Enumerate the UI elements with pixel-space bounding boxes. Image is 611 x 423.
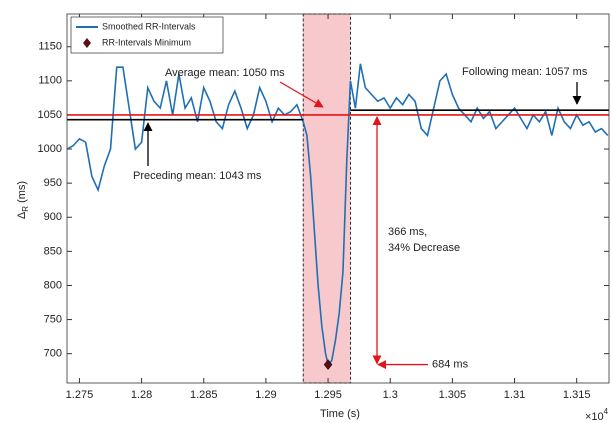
average-label: Average mean: 1050 ms: [165, 67, 285, 79]
y-label-sub: R: [21, 206, 30, 212]
minimum-marker: [323, 359, 333, 370]
y-tick-label: 950: [44, 177, 62, 189]
y-axis-label: ΔR (ms): [16, 181, 30, 219]
x-exponent-power: 4: [604, 407, 609, 416]
y-tick-label: 750: [44, 313, 62, 325]
y-tick-label: 800: [44, 279, 62, 291]
x-tick-label: 1.295: [314, 389, 342, 401]
y-tick-label: 1050: [38, 109, 62, 121]
legend-label: RR-Intervals Minimum: [102, 37, 191, 47]
minimum-label: 684 ms: [432, 358, 469, 370]
y-tick-label: 1150: [38, 41, 62, 53]
x-exponent: ×104: [585, 407, 609, 423]
plot-frame: [66, 13, 610, 384]
y-tick-label: 850: [44, 245, 62, 257]
x-tick-label: 1.28: [131, 389, 152, 401]
y-label-main: Δ: [16, 211, 28, 219]
highlight-region: [302, 13, 351, 384]
x-tick-label: 1.275: [66, 389, 94, 401]
x-tick-label: 1.3: [383, 389, 398, 401]
x-exponent-base: ×10: [585, 411, 604, 423]
x-tick-label: 1.31: [504, 389, 525, 401]
y-tick-label: 900: [44, 211, 62, 223]
decrease-label: 34% Decrease: [388, 242, 460, 254]
y-label-unit: (ms): [16, 181, 28, 203]
y-tick-label: 1000: [38, 143, 62, 155]
legend-marker: [83, 38, 91, 48]
y-tick-label: 1100: [38, 75, 62, 87]
x-tick-label: 1.29: [255, 389, 276, 401]
y-tick-label: 700: [44, 348, 62, 360]
average-arrow: [279, 81, 324, 108]
x-tick-label: 1.285: [190, 389, 218, 401]
following-label: Following mean: 1057 ms: [462, 66, 588, 78]
x-tick-label: 1.315: [563, 389, 591, 401]
preceding-label: Preceding mean: 1043 ms: [133, 170, 262, 182]
x-axis-label: Time (s): [320, 408, 360, 420]
data-line: [66, 63, 609, 367]
decrease-label: 366 ms,: [388, 226, 427, 238]
legend-box: [70, 16, 224, 54]
x-tick-label: 1.305: [439, 389, 467, 401]
legend-label: Smoothed RR-Intervals: [102, 21, 196, 31]
